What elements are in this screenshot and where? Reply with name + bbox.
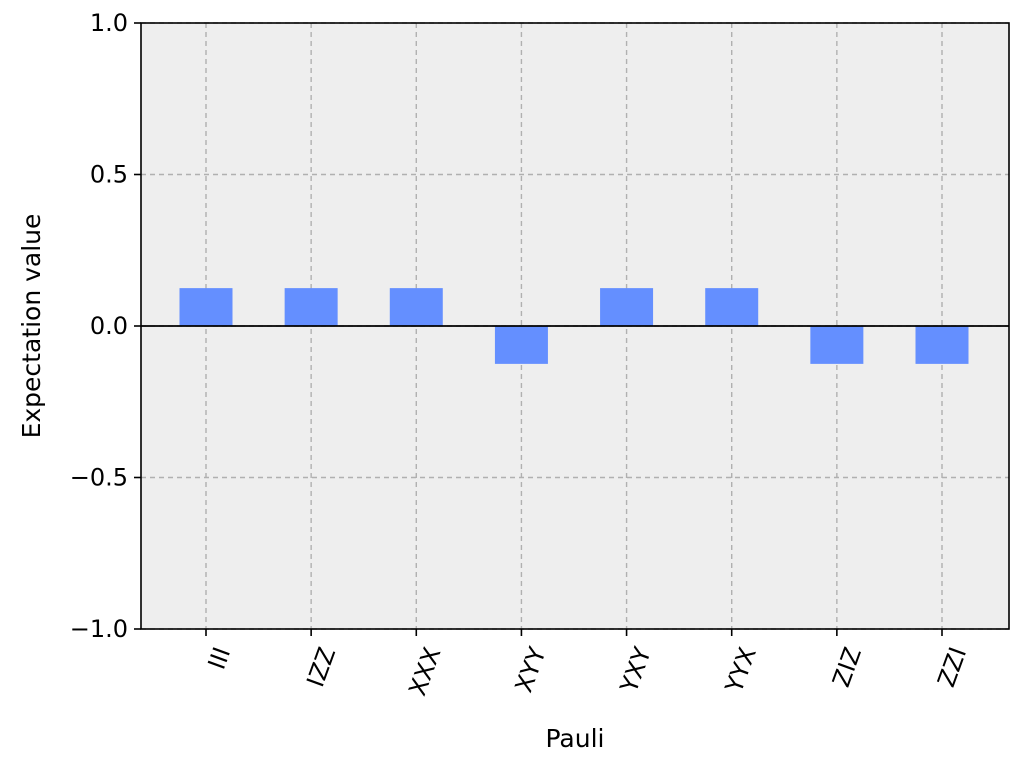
bar-zzi <box>915 326 969 364</box>
x-tick-label: III <box>203 643 237 673</box>
x-tick-label: YXY <box>614 643 656 697</box>
x-tick-label: ZIZ <box>827 643 867 690</box>
y-tick-label: −0.5 <box>70 464 128 492</box>
x-axis-label: Pauli <box>545 724 604 753</box>
y-tick-label: −1.0 <box>70 615 128 643</box>
y-tick-label: 1.0 <box>90 9 128 37</box>
x-tick-label: ZZI <box>932 643 972 690</box>
bar-xyy <box>494 326 548 364</box>
bar-iii <box>179 288 233 326</box>
y-tick-label: 0.5 <box>90 161 128 189</box>
bar-yyx <box>705 288 759 326</box>
bar-izz <box>284 288 338 326</box>
x-tick-label: IZZ <box>301 643 341 690</box>
x-tick-label: XYY <box>510 643 552 696</box>
bar-yxy <box>600 288 654 326</box>
bars <box>179 288 969 364</box>
y-axis-ticks: −1.0 −0.5 0.0 0.5 1.0 <box>70 9 141 643</box>
x-axis-ticks: III IZZ XXX XYY YXY YYX ZIZ ZZI <box>203 629 972 699</box>
y-tick-label: 0.0 <box>90 312 128 340</box>
y-axis-label: Expectation value <box>17 214 46 439</box>
x-tick-label: YYX <box>720 643 762 697</box>
bar-xxx <box>389 288 443 326</box>
bar-ziz <box>810 326 864 364</box>
x-tick-label: XXX <box>403 643 446 699</box>
